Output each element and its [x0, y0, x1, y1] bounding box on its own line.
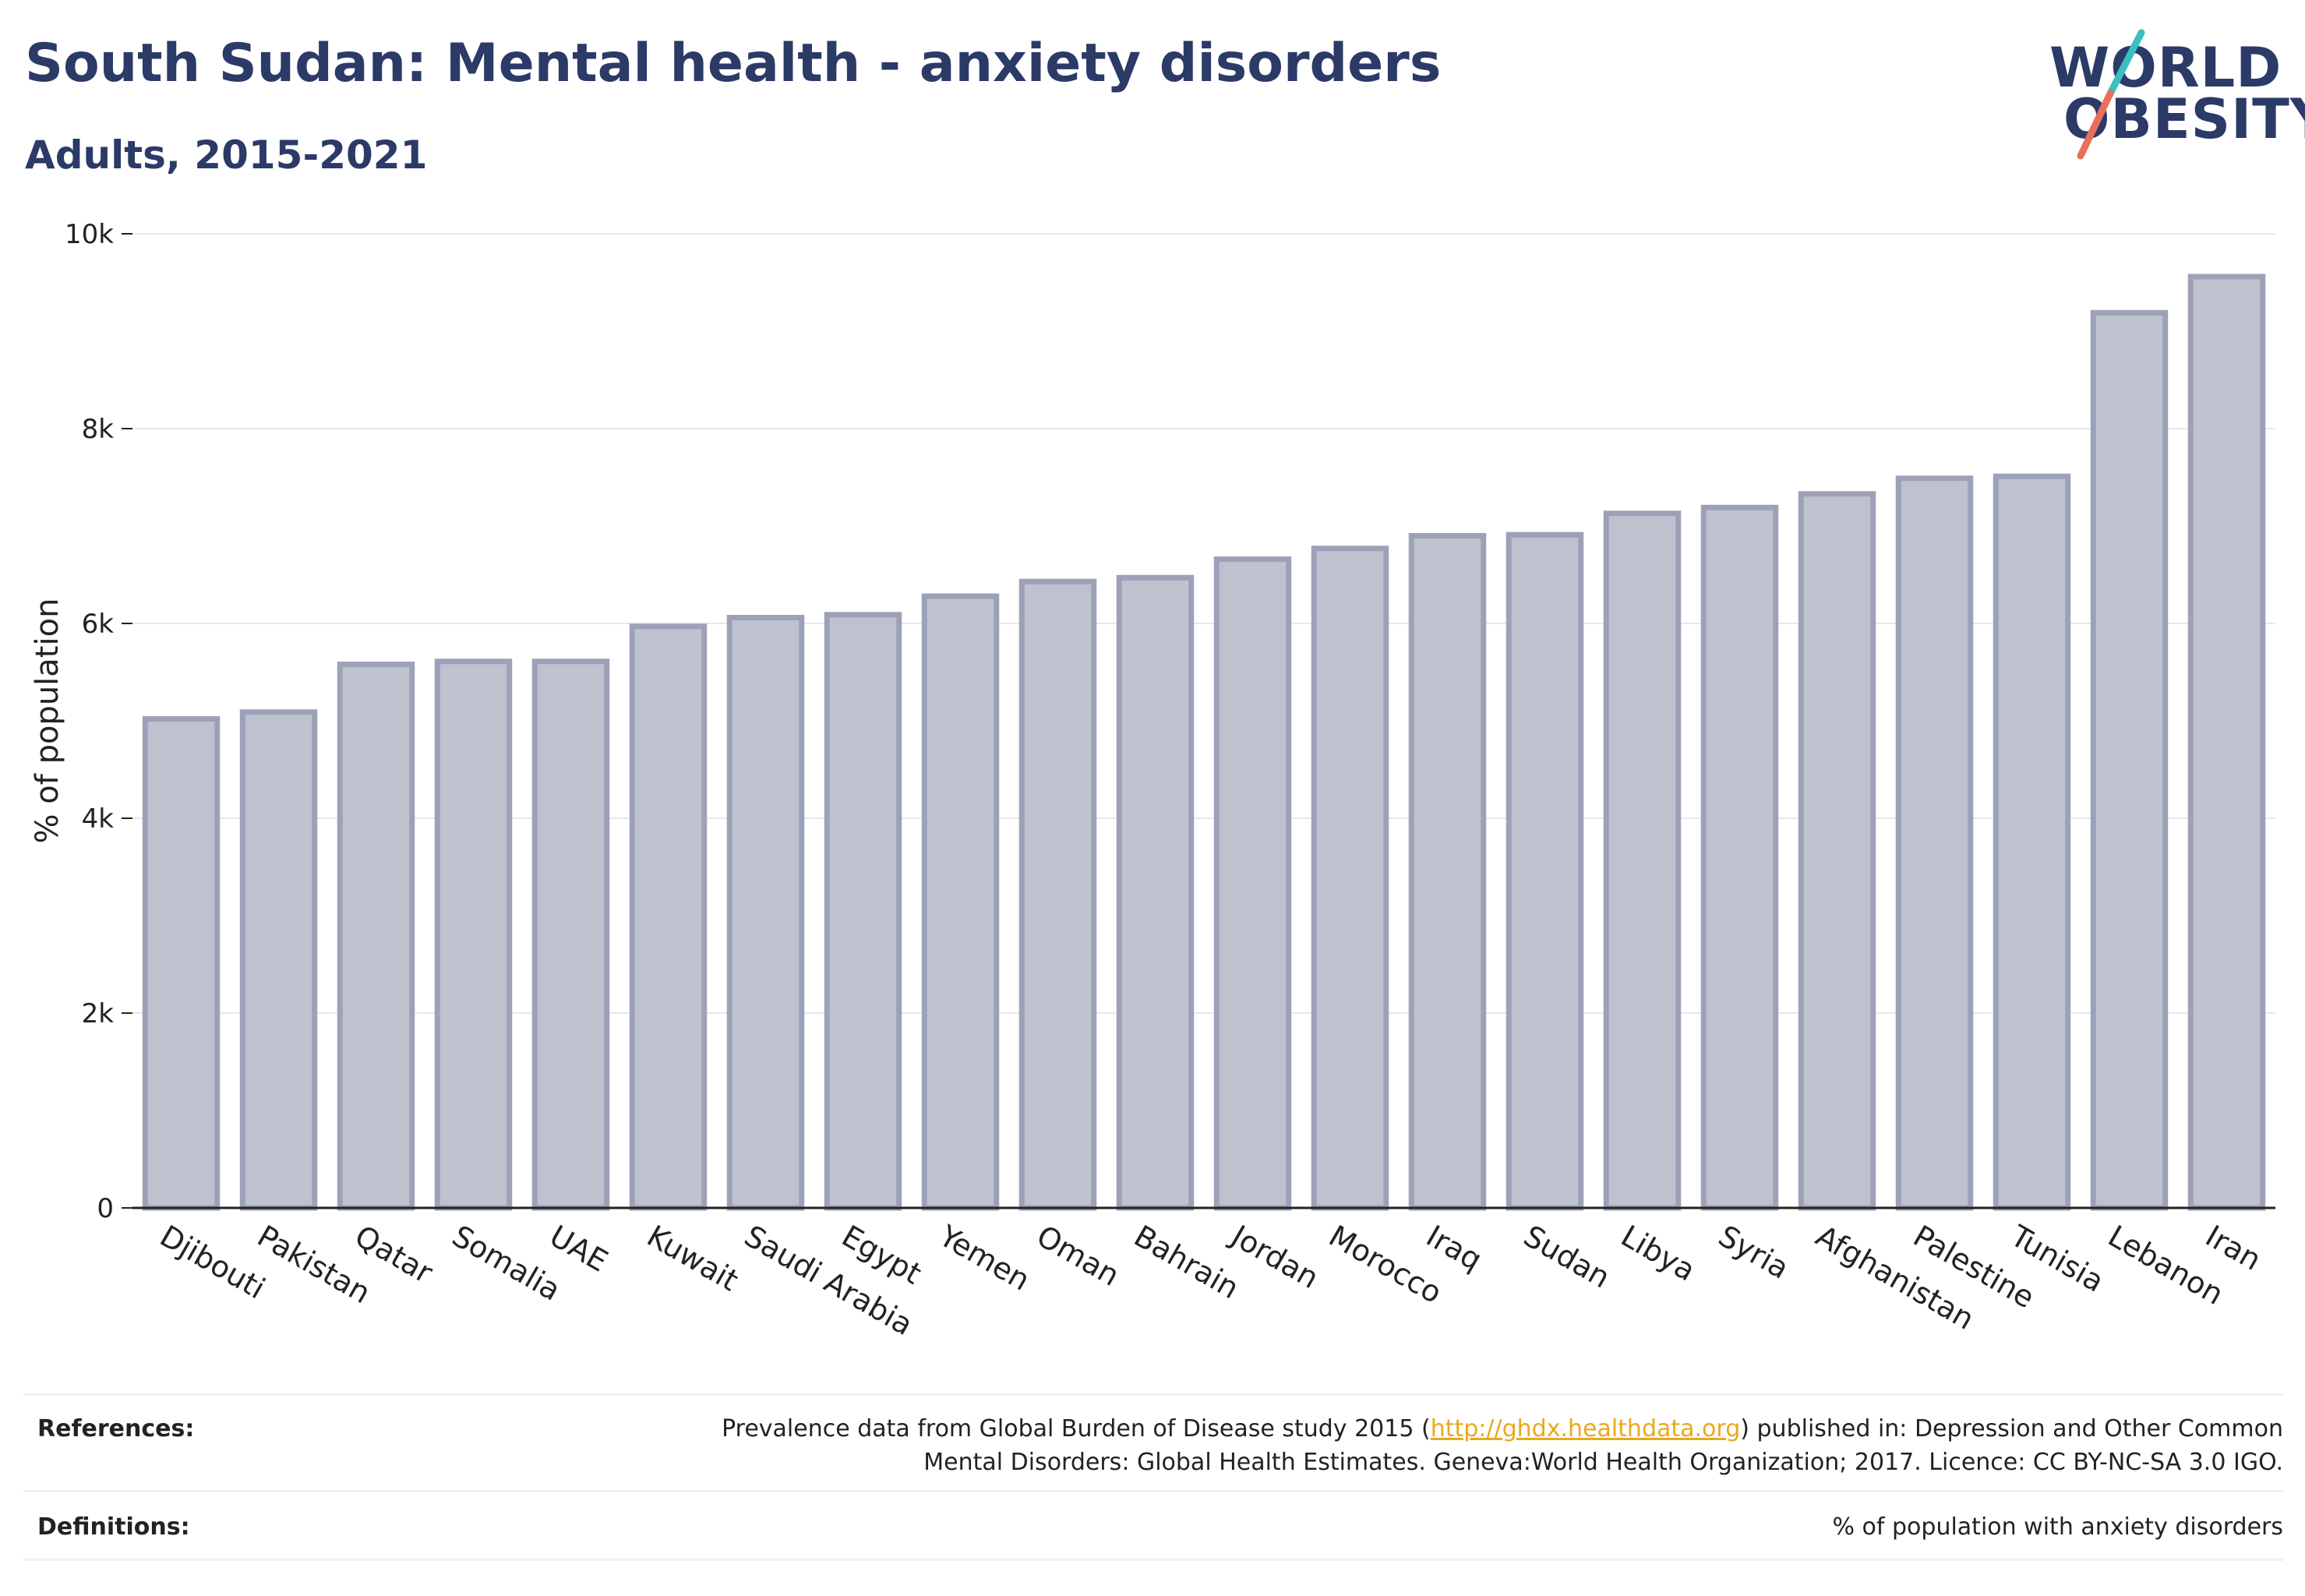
bar-bahrain [1116, 574, 1195, 1211]
bar-uae [531, 659, 610, 1211]
footer-divider [23, 1559, 2283, 1561]
definitions-text: % of population with anxiety disorders [1832, 1513, 2283, 1541]
y-tick-label: 4k [82, 803, 115, 835]
x-tick-label: Yemen [933, 1218, 1036, 1298]
x-tick-label: Syria [1713, 1219, 1795, 1286]
x-tick-label: Sudan [1518, 1219, 1616, 1295]
footer: References: Prevalence data from Global … [23, 1393, 2283, 1580]
x-tick-label: Somalia [447, 1219, 567, 1308]
bar-jordan [1213, 556, 1292, 1211]
references-link[interactable]: http://ghdx.healthdata.org [1430, 1415, 1741, 1442]
x-tick-label: Libya [1615, 1219, 1701, 1288]
bar-pakistan [239, 709, 318, 1211]
bar-morocco [1311, 546, 1389, 1211]
logo-slash-icon [2077, 29, 2145, 160]
x-tick-label: Djibouti [154, 1219, 271, 1306]
x-tick-label: Oman [1031, 1219, 1125, 1293]
references-text-after: ) published in: Depression and Other Com… [1740, 1415, 2283, 1442]
bar-qatar [337, 662, 415, 1211]
x-tick-label: Bahrain [1128, 1219, 1244, 1306]
bar-palestine [1895, 475, 1974, 1211]
bar-iraq [1408, 533, 1487, 1211]
definitions-label: Definitions: [37, 1513, 190, 1541]
y-tick-label: 6k [82, 609, 115, 640]
bar-oman [1018, 578, 1097, 1211]
chart-title: South Sudan: Mental health - anxiety dis… [25, 33, 1442, 94]
x-tick-label: UAE [544, 1219, 613, 1279]
bar-somalia [434, 659, 513, 1211]
x-tick-label: Iraq [1421, 1219, 1488, 1277]
bar-tunisia [1993, 473, 2071, 1211]
y-tick-label: 2k [82, 998, 115, 1029]
bar-afghanistan [1798, 491, 1876, 1211]
y-tick-label: 10k [65, 219, 114, 250]
bars [142, 274, 2266, 1211]
logo-line-1: WORLD [2049, 36, 2282, 100]
bar-libya [1603, 510, 1682, 1211]
bar-syria [1700, 504, 1779, 1211]
references-label: References: [37, 1415, 195, 1442]
bar-kuwait [629, 623, 708, 1211]
y-axis-label: % of population [30, 598, 65, 844]
bar-sudan [1505, 531, 1584, 1211]
bar-lebanon [2090, 309, 2169, 1211]
y-axis-ticks: 0 2k 4k 6k 8k 10k [65, 219, 132, 1224]
x-tick-label: Iran [2200, 1219, 2267, 1277]
bar-egypt [824, 612, 902, 1211]
x-tick-label: Kuwait [641, 1219, 744, 1298]
y-tick-label: 0 [97, 1193, 114, 1224]
bar-yemen [921, 593, 1000, 1211]
footer-divider [23, 1393, 2283, 1396]
footer-divider [23, 1490, 2283, 1492]
x-tick-label: Saudi Arabia [739, 1219, 919, 1343]
references-text: Prevalence data from Global Burden of Di… [722, 1412, 2283, 1479]
references-text-before: Prevalence data from Global Burden of Di… [722, 1415, 1431, 1442]
chart-subtitle: Adults, 2015-2021 [25, 132, 428, 178]
logo-line-2: OBESITY [2063, 87, 2305, 151]
bar-saudi-arabia [726, 615, 805, 1211]
world-obesity-logo: WORLD OBESITY [2026, 23, 2305, 164]
references-line-2: Mental Disorders: Global Health Estimate… [923, 1449, 2283, 1476]
bar-djibouti [142, 716, 221, 1211]
y-tick-label: 8k [82, 414, 115, 445]
bar-iran [2187, 274, 2266, 1211]
